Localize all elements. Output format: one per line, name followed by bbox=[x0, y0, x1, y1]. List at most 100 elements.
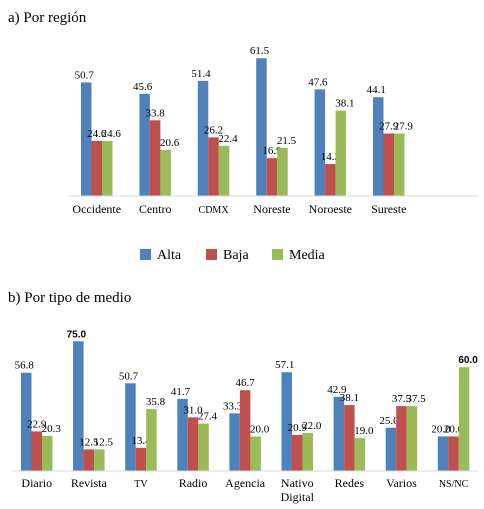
bar-b-revista-media bbox=[94, 449, 105, 471]
xtick-b-redes: Redes bbox=[335, 476, 365, 490]
chart-b: 56.8 22.920.3 Diario 75.0 12.512.5 Revista 50.… bbox=[15, 329, 479, 504]
bar-a-cdmx-alta bbox=[197, 80, 209, 196]
legend-label-alta: Alta bbox=[157, 248, 182, 263]
bar-b-ns-nc-alta bbox=[437, 436, 449, 471]
chart-a-title: a) Por región bbox=[8, 10, 87, 26]
xtick-b-varios: Varios bbox=[386, 476, 417, 490]
label-b-nativo-digital-baja: 20.9 bbox=[288, 422, 308, 434]
bar-b-varios-media bbox=[406, 406, 418, 471]
label-a-sureste-baja: 27.9 bbox=[379, 121, 399, 133]
bar-a-noreste-alta bbox=[256, 58, 267, 196]
label-a-noreste-alta: 61.5 bbox=[250, 45, 270, 57]
legend-label-media: Media bbox=[289, 248, 326, 263]
bar-b-redes-baja bbox=[344, 405, 355, 471]
label-b-ns-nc-alta: 20.0 bbox=[431, 423, 451, 435]
label-b-revista-alta: 75.0 bbox=[67, 329, 87, 340]
bar-b-redes-alta bbox=[333, 396, 345, 471]
bar-a-occidente-baja bbox=[91, 140, 102, 196]
legend: Alta Baja Media bbox=[140, 248, 326, 263]
bar-a-centro-alta bbox=[139, 93, 150, 196]
label-a-noroeste-alta: 47.6 bbox=[308, 76, 328, 88]
bar-a-noroeste-media bbox=[335, 110, 347, 196]
xtick-a-noreste: Noreste bbox=[253, 202, 290, 216]
bar-b-nativo-digital-alta bbox=[281, 372, 292, 471]
xtick-b-tv: TV bbox=[134, 479, 148, 490]
label-b-varios-media: 37.5 bbox=[406, 393, 426, 405]
bar-a-sureste-alta bbox=[373, 97, 384, 196]
xtick-b-radio: Radio bbox=[179, 476, 208, 490]
bar-b-agencia-baja bbox=[239, 390, 251, 471]
label-b-ns-nc-baja: 20.0 bbox=[444, 423, 464, 435]
label-a-centro-alta: 45.6 bbox=[133, 81, 153, 93]
bar-a-noroeste-baja bbox=[325, 163, 336, 196]
label-a-occidente-baja: 24.6 bbox=[87, 128, 107, 140]
xtick-a-noroeste: Noroeste bbox=[309, 202, 352, 216]
xtick-b-nativo-digital-line-2: Digital bbox=[281, 490, 315, 504]
bar-b-nativo-digital-baja bbox=[292, 434, 303, 471]
bar-b-diario-baja bbox=[31, 431, 42, 471]
label-a-cdmx-alta: 51.4 bbox=[191, 68, 211, 80]
label-a-noreste-media: 21.5 bbox=[277, 135, 297, 147]
xtick-a-sureste: Sureste bbox=[371, 202, 406, 216]
xtick-a-cdmx: CDMX bbox=[199, 205, 230, 216]
label-b-revista-baja: 12.5 bbox=[79, 436, 99, 448]
label-b-agencia-alta: 33.3 bbox=[223, 400, 243, 412]
label-b-diario-alta: 56.8 bbox=[15, 360, 35, 372]
label-a-noreste-baja: 16.9 bbox=[262, 145, 282, 157]
legend-swatch-media bbox=[272, 249, 283, 260]
xtick-b-agencia: Agencia bbox=[225, 476, 266, 490]
bar-b-diario-media bbox=[42, 435, 53, 471]
bar-a-noreste-media bbox=[277, 147, 288, 196]
legend-swatch-baja bbox=[206, 249, 217, 260]
label-a-noroeste-media: 38.1 bbox=[335, 98, 354, 110]
label-b-revista-media: 12.5 bbox=[94, 436, 114, 448]
label-b-agencia-media: 20.0 bbox=[250, 423, 270, 435]
label-b-diario-media: 20.3 bbox=[42, 423, 62, 435]
label-b-ns-nc-media: 60.0 bbox=[458, 355, 478, 366]
label-b-diario-baja: 22.9 bbox=[27, 418, 47, 430]
label-b-redes-alta: 42.9 bbox=[327, 384, 347, 396]
xtick-a-centro: Centro bbox=[139, 202, 172, 216]
bar-a-centro-baja bbox=[149, 120, 161, 196]
bar-a-sureste-media bbox=[394, 133, 405, 196]
label-a-occidente-media: 24.6 bbox=[102, 128, 122, 140]
bar-b-nativo-digital-media bbox=[302, 432, 313, 471]
bar-a-noroeste-alta bbox=[314, 89, 326, 196]
label-a-cdmx-media: 22.4 bbox=[218, 133, 238, 145]
label-b-redes-baja: 38.1 bbox=[340, 392, 359, 404]
legend-label-baja: Baja bbox=[223, 248, 249, 263]
label-b-tv-alta: 50.7 bbox=[119, 370, 139, 382]
bar-b-ns-nc-baja bbox=[448, 436, 459, 471]
bar-b-tv-alta bbox=[125, 383, 136, 471]
label-b-radio-alta: 41.7 bbox=[171, 386, 191, 398]
bar-b-varios-baja bbox=[396, 406, 407, 471]
legend-swatch-alta bbox=[140, 249, 151, 260]
bar-b-revista-alta bbox=[73, 341, 84, 471]
label-a-sureste-media: 27.9 bbox=[394, 121, 414, 133]
bar-a-sureste-baja bbox=[383, 133, 394, 196]
bar-b-redes-media bbox=[354, 438, 366, 471]
xtick-b-ns-nc: NS/NC bbox=[439, 479, 469, 490]
label-b-redes-media: 19.0 bbox=[354, 425, 374, 437]
label-b-varios-alta: 25.0 bbox=[379, 415, 399, 427]
label-a-sureste-alta: 44.1 bbox=[367, 84, 386, 96]
bar-a-occidente-alta bbox=[81, 82, 92, 196]
xtick-b-revista: Revista bbox=[71, 476, 108, 490]
label-a-noroeste-baja: 14.3 bbox=[321, 151, 341, 163]
label-b-agencia-baja: 46.7 bbox=[236, 377, 256, 389]
bar-b-tv-baja bbox=[135, 447, 147, 471]
bar-a-cdmx-baja bbox=[208, 137, 219, 196]
bar-a-centro-media bbox=[160, 149, 171, 196]
bar-a-noreste-baja bbox=[266, 158, 278, 196]
xtick-b-diario: Diario bbox=[21, 476, 52, 490]
chart-a: 50.7 24.624.6 Occidente 45.6 33.8 20.6 Centro 5… bbox=[72, 45, 413, 216]
label-a-cdmx-baja: 26.2 bbox=[204, 124, 223, 136]
bar-b-radio-baja bbox=[187, 417, 199, 471]
xtick-a-occidente: Occidente bbox=[72, 202, 121, 216]
bar-b-varios-alta bbox=[385, 427, 397, 471]
label-a-occidente-alta: 50.7 bbox=[75, 69, 95, 81]
bar-b-radio-alta bbox=[177, 398, 188, 471]
label-b-nativo-digital-media: 22.0 bbox=[302, 420, 322, 432]
label-b-tv-baja: 13.4 bbox=[131, 435, 151, 447]
label-b-tv-media: 35.8 bbox=[146, 396, 166, 408]
